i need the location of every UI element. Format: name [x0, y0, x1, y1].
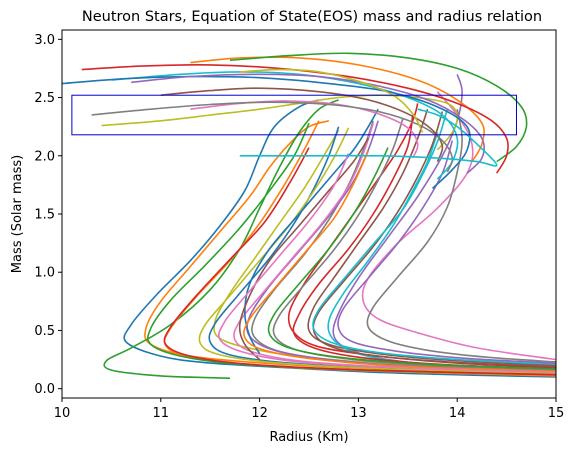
- y-tick-label: 3.0: [34, 33, 55, 48]
- y-tick-label: 0.5: [34, 324, 55, 339]
- x-tick-label: 11: [153, 406, 170, 421]
- series-line-6: [307, 108, 556, 367]
- series-line-33: [229, 52, 528, 163]
- chart-title: Neutron Stars, Equation of State(EOS) ma…: [82, 9, 542, 25]
- y-tick-label: 2.0: [34, 149, 55, 164]
- plot-area: [62, 52, 556, 379]
- y-tick-label: 1.5: [34, 208, 55, 223]
- series-line-18: [272, 118, 556, 371]
- series-line-23: [267, 147, 556, 370]
- series-line-29: [101, 94, 459, 151]
- series-line-3: [103, 99, 339, 379]
- series-line-16: [312, 111, 556, 368]
- series-line-22: [243, 150, 556, 372]
- series-line-38: [91, 101, 454, 173]
- x-tick-label: 14: [449, 406, 466, 421]
- series-line-9: [213, 129, 556, 371]
- series-line-25: [337, 140, 556, 364]
- y-tick-label: 2.5: [34, 91, 55, 106]
- x-tick-label: 12: [251, 406, 268, 421]
- y-axis-label: Mass (Solar mass): [10, 155, 25, 273]
- series-line-26: [238, 137, 369, 361]
- x-tick-label: 10: [54, 406, 71, 421]
- y-tick-label: 0.0: [34, 382, 55, 397]
- series-line-36: [160, 87, 444, 162]
- series-line-14: [292, 114, 556, 370]
- series-line-7: [361, 91, 556, 361]
- series-line-28: [366, 109, 556, 363]
- series-line-40: [239, 108, 498, 167]
- series-line-24: [163, 147, 556, 376]
- series-line-27: [217, 153, 556, 374]
- y-axis: 0.0 0.5 1.0 1.5 2.0 2.5 3.0: [34, 33, 62, 397]
- x-axis: 10 11 12 13 14 15: [54, 398, 565, 421]
- series-line-19: [198, 127, 556, 375]
- x-tick-label: 13: [350, 406, 367, 421]
- highlight-box: [71, 94, 517, 136]
- x-axis-label: Radius (Km): [269, 430, 348, 445]
- y-tick-label: 1.0: [34, 266, 55, 281]
- series-line-34: [81, 63, 509, 174]
- series-line-35: [131, 73, 485, 174]
- series-line-39: [239, 68, 424, 133]
- x-tick-label: 15: [548, 406, 565, 421]
- series-line-20: [312, 108, 556, 365]
